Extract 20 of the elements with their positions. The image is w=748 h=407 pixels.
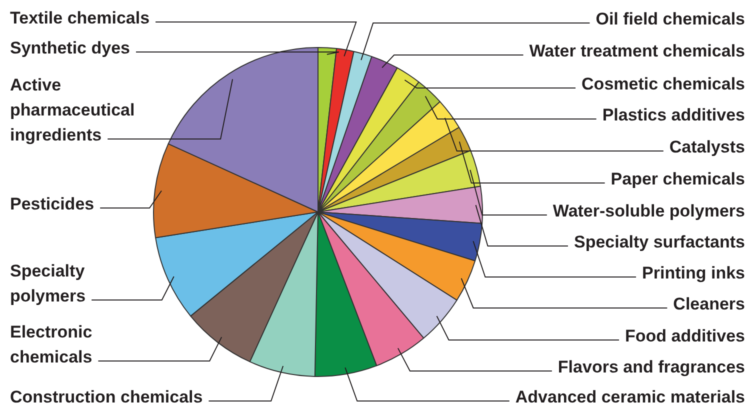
slice-label: Active pharmaceutical ingredients <box>10 76 135 145</box>
slice-label: Cosmetic chemicals <box>582 74 745 94</box>
slice-label: Printing inks <box>642 264 745 283</box>
slice-label: Catalysts <box>669 138 745 157</box>
slice-label: Paper chemicals <box>610 170 745 189</box>
slice-label: Pesticides <box>10 194 94 214</box>
slice-label: Food additives <box>625 326 745 346</box>
slice-label: Synthetic dyes <box>10 38 130 58</box>
slice-label: Cleaners <box>673 294 745 314</box>
slice-label: Water treatment chemicals <box>529 42 745 61</box>
slice-label: Electronic chemicals <box>10 322 92 367</box>
slice-label: Advanced ceramic materials <box>515 388 745 407</box>
slice-label: Textile chemicals <box>10 8 150 28</box>
slice-label: Specialty surfactants <box>574 232 745 252</box>
slice-label: Specialty polymers <box>10 262 86 306</box>
slice-label: Construction chemicals <box>10 388 203 407</box>
slice-label: Plastics additives <box>602 106 745 125</box>
slice-label: Water-soluble polymers <box>552 202 745 221</box>
slice-label: Oil field chemicals <box>596 10 745 29</box>
slice-label: Flavors and fragrances <box>558 358 745 377</box>
